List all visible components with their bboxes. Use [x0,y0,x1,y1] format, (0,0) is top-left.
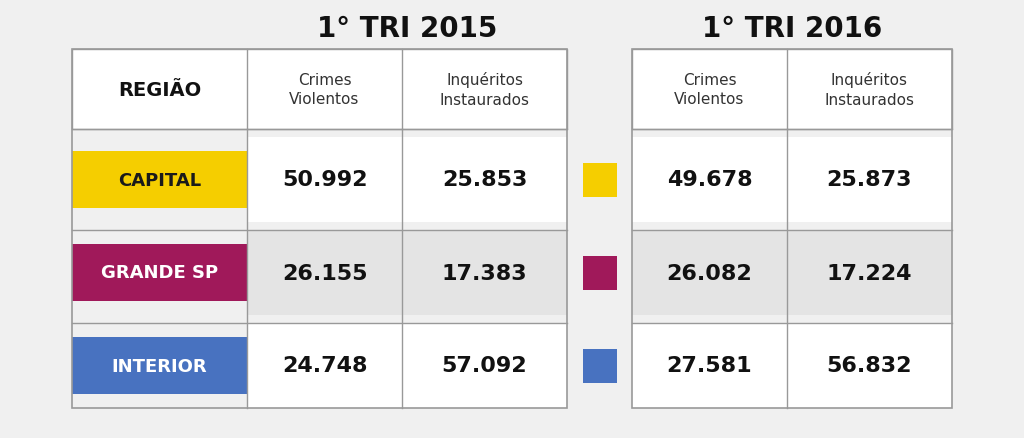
Bar [632,138,952,223]
Bar [72,337,247,395]
Text: 25.853: 25.853 [441,170,527,190]
Text: 24.748: 24.748 [282,356,368,376]
Text: Crimes
Violentos: Crimes Violentos [290,72,359,107]
Bar [247,138,567,223]
Text: Inquéritos
Instaurados: Inquéritos Instaurados [824,72,914,108]
Text: 17.224: 17.224 [826,263,912,283]
Text: GRANDE SP: GRANDE SP [101,264,218,282]
Bar [72,50,567,130]
Text: 26.082: 26.082 [667,263,753,283]
Text: 49.678: 49.678 [667,170,753,190]
Bar [583,349,616,383]
Bar [72,151,247,209]
Text: 56.832: 56.832 [826,356,912,376]
Bar [72,50,567,408]
Text: 50.992: 50.992 [282,170,368,190]
Text: 17.383: 17.383 [441,263,527,283]
Text: 26.155: 26.155 [282,263,368,283]
Text: INTERIOR: INTERIOR [112,357,207,374]
Bar [632,50,952,130]
Text: 57.092: 57.092 [441,356,527,376]
Bar [583,256,616,290]
Text: Inquéritos
Instaurados: Inquéritos Instaurados [439,72,529,108]
Text: CAPITAL: CAPITAL [118,171,201,189]
Text: 1° TRI 2016: 1° TRI 2016 [701,15,882,43]
Bar [632,323,952,408]
Text: 1° TRI 2015: 1° TRI 2015 [316,15,498,43]
Bar [583,163,616,197]
Text: 25.873: 25.873 [826,170,912,190]
Bar [632,50,952,408]
Bar [247,323,567,408]
Bar [247,230,567,315]
Text: Crimes
Violentos: Crimes Violentos [675,72,744,107]
Text: 27.581: 27.581 [667,356,753,376]
Text: REGIÃO: REGIÃO [118,80,201,99]
Bar [632,230,952,315]
Bar [72,244,247,302]
